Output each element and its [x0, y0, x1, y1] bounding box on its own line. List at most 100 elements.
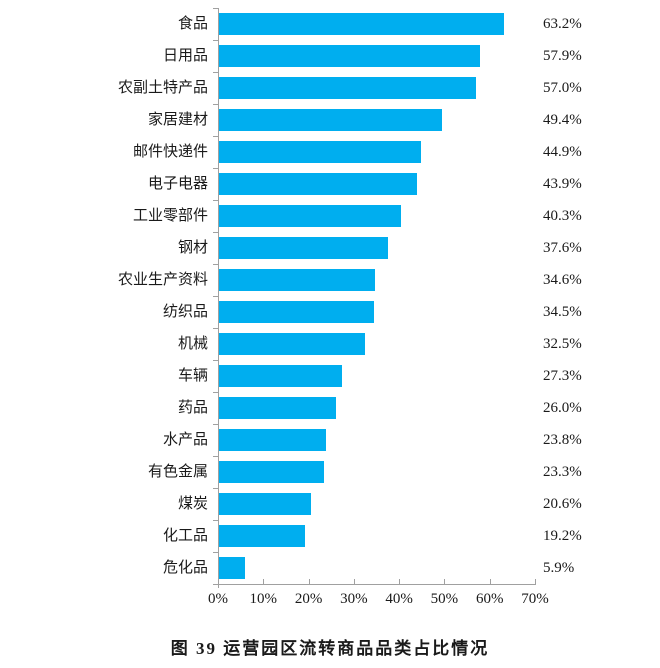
bar-row: 煤炭 20.6%: [0, 488, 660, 520]
y-axis-tick: [213, 168, 218, 169]
plot-area: 食品 63.2% 日用品 57.9% 农副土特产品 57.0% 家居建材 49.4% 邮件快递件…: [0, 8, 660, 607]
value-label: 44.9%: [543, 143, 582, 160]
value-label: 57.0%: [543, 79, 582, 96]
y-axis-tick: [213, 264, 218, 265]
y-axis-tick: [213, 8, 218, 9]
bar-row: 危化品 5.9%: [0, 552, 660, 584]
x-axis-tick-label: 0%: [208, 591, 228, 607]
y-axis-tick: [213, 136, 218, 137]
bar: [218, 45, 481, 67]
x-axis-tick-label: 40%: [385, 591, 413, 607]
bar: [218, 269, 375, 291]
bar: [218, 77, 477, 99]
bar: [218, 557, 245, 579]
category-label: 家居建材: [147, 112, 208, 128]
x-axis-tick: [489, 579, 491, 584]
bar: [218, 109, 442, 131]
y-axis-tick: [213, 584, 218, 585]
y-axis-tick: [213, 424, 218, 425]
bar-track: [218, 232, 535, 264]
y-axis-tick: [213, 552, 218, 553]
bar-track: [218, 296, 535, 328]
value-label: 19.2%: [543, 527, 582, 544]
value-label: 49.4%: [543, 111, 582, 128]
bar-row: 机械 32.5%: [0, 328, 660, 360]
bar-row: 农业生产资料 34.6%: [0, 264, 660, 296]
y-axis-line: [218, 8, 219, 588]
bar: [218, 237, 389, 259]
bar: [218, 141, 422, 163]
bar-track: [218, 200, 535, 232]
y-axis-tick: [213, 296, 218, 297]
category-label: 药品: [177, 400, 208, 416]
y-axis-tick: [213, 40, 218, 41]
value-label: 5.9%: [543, 559, 575, 576]
bar-track: [218, 264, 535, 296]
bar-track: [218, 72, 535, 104]
bar: [218, 429, 326, 451]
category-label: 农业生产资料: [117, 272, 208, 288]
bar-rows: 食品 63.2% 日用品 57.9% 农副土特产品 57.0% 家居建材 49.4% 邮件快递件…: [0, 8, 660, 584]
x-axis-tick: [444, 579, 446, 584]
bar-row: 水产品 23.8%: [0, 424, 660, 456]
x-axis-tick: [399, 579, 401, 584]
x-axis-tick-label: 60%: [475, 591, 504, 607]
y-axis-tick: [213, 520, 218, 521]
category-label: 煤炭: [177, 496, 208, 512]
value-label: 43.9%: [543, 175, 582, 192]
category-label: 工业零部件: [132, 208, 208, 224]
bar: [218, 205, 401, 227]
bar: [218, 525, 305, 547]
bar-row: 车辆 27.3%: [0, 360, 660, 392]
value-label: 37.6%: [543, 239, 582, 256]
y-axis-tick: [213, 232, 218, 233]
x-axis-tick-label: 20%: [294, 591, 323, 607]
bar: [218, 13, 505, 35]
bar-track: [218, 392, 535, 424]
category-label: 化工品: [162, 528, 208, 544]
y-axis-tick: [213, 392, 218, 393]
y-axis-tick: [213, 360, 218, 361]
bar-track: [218, 168, 535, 200]
bar: [218, 173, 417, 195]
x-axis-tick: [535, 579, 536, 584]
bar-track: [218, 8, 535, 40]
y-axis-tick: [213, 104, 218, 105]
category-label: 有色金属: [147, 464, 208, 480]
x-axis-line: [218, 584, 536, 585]
bar-track: [218, 520, 535, 552]
bar-track: [218, 552, 535, 584]
category-label: 农副土特产品: [117, 80, 208, 96]
bar: [218, 493, 312, 515]
value-label: 23.8%: [543, 431, 582, 448]
bar-row: 药品 26.0%: [0, 392, 660, 424]
value-label: 20.6%: [543, 495, 582, 512]
x-axis-tick: [353, 579, 355, 584]
y-axis-tick: [213, 456, 218, 457]
value-label: 23.3%: [543, 463, 582, 480]
y-axis-tick: [213, 72, 218, 73]
bar-track: [218, 360, 535, 392]
bar: [218, 365, 342, 387]
bar-track: [218, 104, 535, 136]
x-axis-tick-label: 70%: [521, 591, 549, 607]
x-axis-tick-label: 50%: [430, 591, 459, 607]
value-label: 32.5%: [543, 335, 582, 352]
bar-row: 电子电器 43.9%: [0, 168, 660, 200]
y-axis-tick: [213, 488, 218, 489]
bar-track: [218, 328, 535, 360]
bar-row: 工业零部件 40.3%: [0, 200, 660, 232]
value-label: 34.6%: [543, 271, 582, 288]
category-label: 车辆: [177, 368, 208, 384]
bar-track: [218, 40, 535, 72]
category-label: 邮件快递件: [132, 144, 208, 160]
value-label: 27.3%: [543, 367, 582, 384]
y-axis-tick: [213, 200, 218, 201]
bar-row: 纺织品 34.5%: [0, 296, 660, 328]
value-label: 34.5%: [543, 303, 582, 320]
bar-track: [218, 136, 535, 168]
bar-track: [218, 488, 535, 520]
bar-row: 有色金属 23.3%: [0, 456, 660, 488]
value-label: 57.9%: [543, 47, 582, 64]
